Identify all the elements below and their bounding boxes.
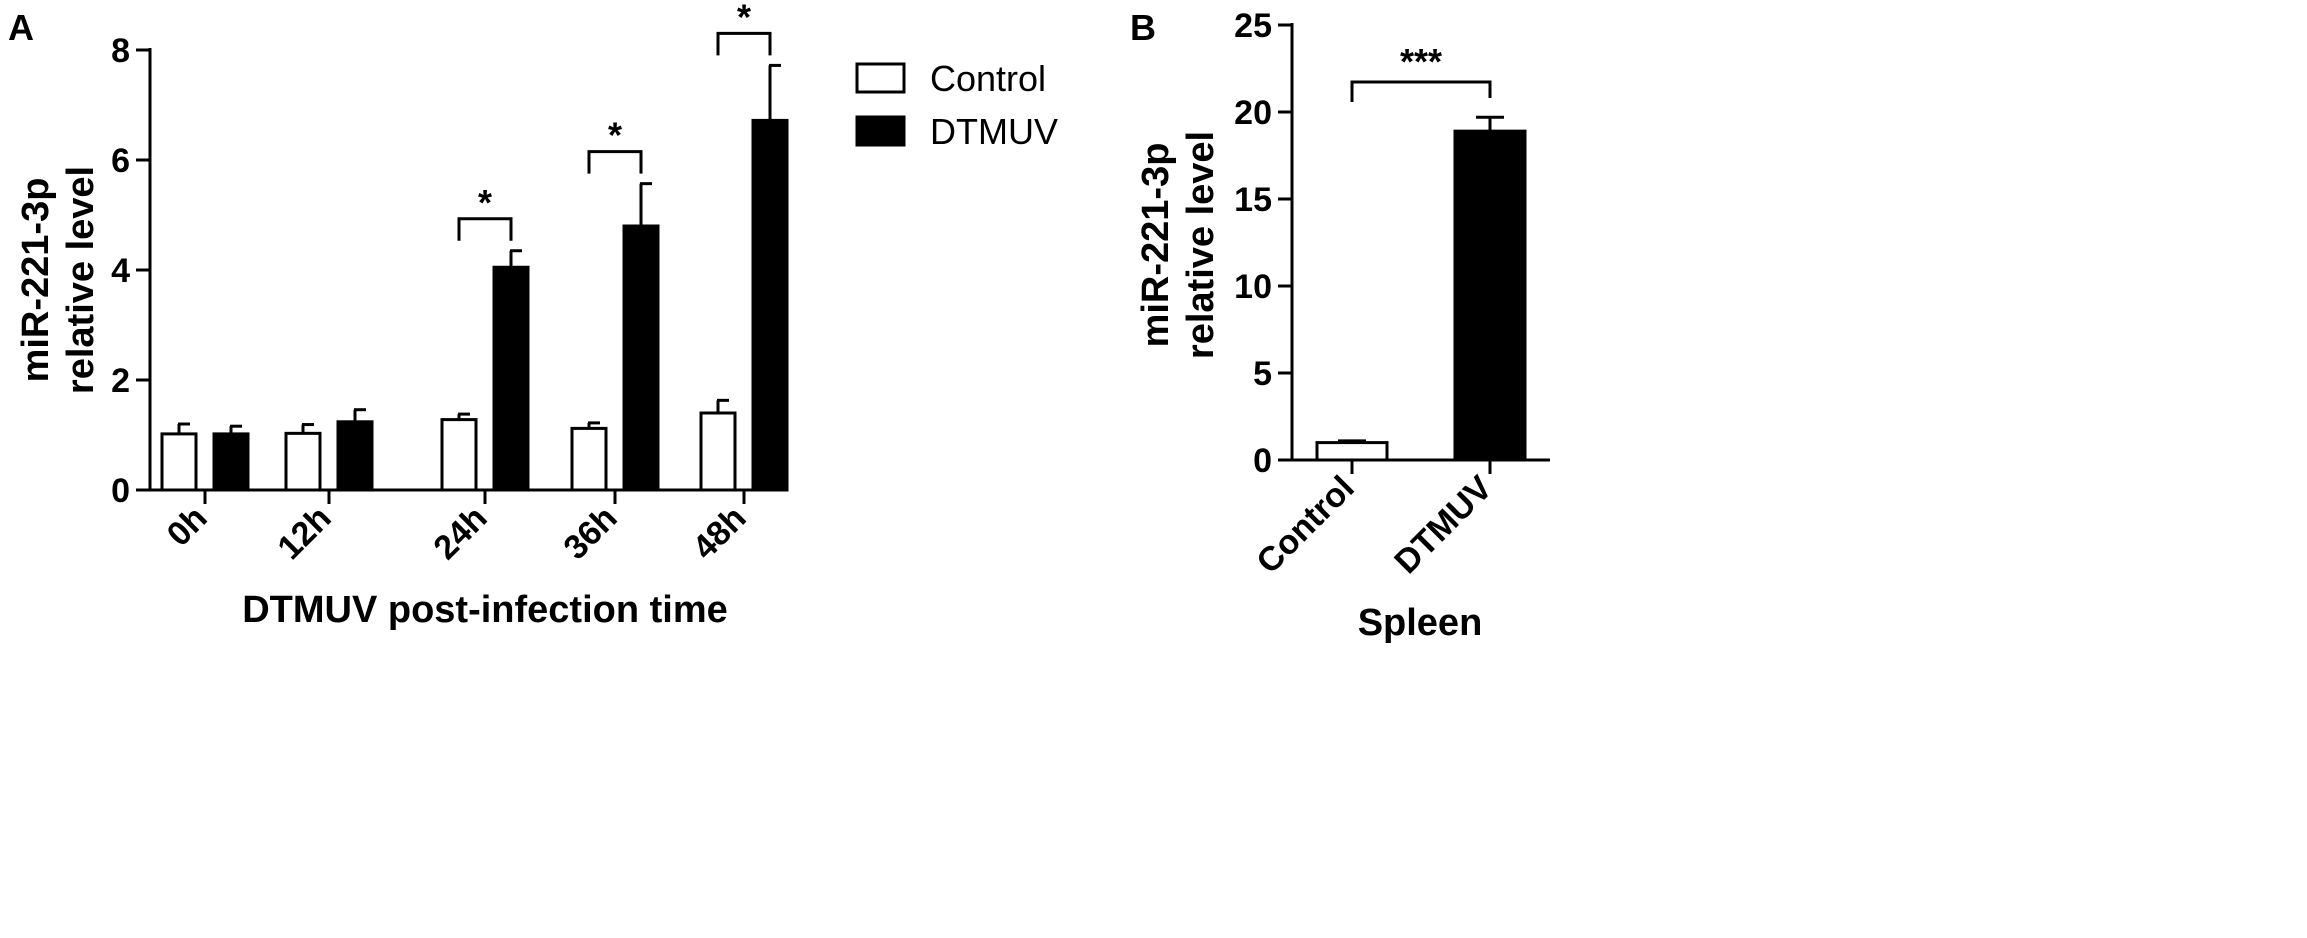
- significance-star: *: [608, 115, 622, 156]
- panel-a-x-axis-ticks: 0h 12h 24h 36h 48h: [160, 490, 754, 567]
- y-tick-label: 0: [1253, 442, 1272, 480]
- panel-a-ylabel-line2: relative level: [60, 166, 102, 394]
- bar-control-48h: [699, 411, 737, 492]
- panel-b-bars: [1315, 115, 1527, 462]
- x-tick-label: 36h: [556, 499, 624, 567]
- x-tick-label: 24h: [426, 499, 494, 567]
- y-tick-label: 8: [111, 32, 130, 70]
- y-tick-label: 2: [111, 362, 130, 400]
- legend-swatch-dtmuv: [855, 115, 906, 147]
- y-tick-label: 6: [111, 142, 130, 180]
- bar-dtmuv-12h: [336, 420, 374, 492]
- x-tick-label: 0h: [160, 499, 215, 554]
- x-tick-label: DTMUV: [1387, 469, 1500, 582]
- y-tick-label: 20: [1234, 94, 1272, 132]
- x-tick-label: 12h: [270, 499, 338, 567]
- bar-dtmuv-0h: [212, 432, 250, 492]
- bar-control: [1315, 441, 1389, 462]
- significance-bracket: [1350, 80, 1492, 102]
- bar-control-12h: [284, 431, 322, 492]
- panel-a: A miR-221-3p relative level 0 2 4 6 8 * * * 0h…: [8, 0, 1058, 631]
- y-tick-label: 0: [111, 472, 130, 510]
- significance-bracket: [716, 31, 772, 56]
- panel-a-ylabel-line1: miR-221-3p: [15, 178, 57, 383]
- panel-b-y-axis-ticks: 0 5 10 15 20 25: [1234, 7, 1292, 480]
- panel-a-bars: [160, 63, 789, 492]
- panel-b-ylabel-line2: relative level: [1180, 131, 1222, 359]
- y-tick-label: 4: [111, 252, 130, 290]
- bar-control-0h: [160, 432, 198, 492]
- y-tick-label: 5: [1253, 355, 1272, 393]
- bar-dtmuv-36h: [622, 224, 660, 492]
- significance-stars: ***: [1400, 41, 1442, 82]
- panel-a-y-axis-ticks: 0 2 4 6 8: [111, 32, 150, 510]
- y-tick-label: 10: [1234, 268, 1272, 306]
- panel-b-xlabel: Spleen: [1358, 602, 1483, 644]
- panel-b-x-axis-ticks: Control DTMUV: [1249, 460, 1500, 581]
- panel-a-xlabel: DTMUV post-infection time: [242, 589, 728, 631]
- bar-dtmuv-24h: [492, 265, 530, 492]
- significance-star: *: [737, 0, 751, 37]
- y-tick-label: 25: [1234, 7, 1272, 45]
- x-tick-label: 48h: [685, 499, 753, 567]
- bar-dtmuv: [1453, 129, 1527, 462]
- x-tick-label: Control: [1249, 469, 1361, 581]
- legend: Control DTMUV: [855, 58, 1058, 152]
- legend-swatch-control: [855, 62, 906, 94]
- panel-a-significance: * * *: [457, 0, 772, 241]
- panel-b-ylabel-line1: miR-221-3p: [1135, 143, 1177, 348]
- bar-control-24h: [440, 418, 478, 492]
- significance-star: *: [478, 182, 492, 223]
- legend-label-control: Control: [930, 58, 1046, 99]
- panel-b-label: B: [1130, 7, 1156, 48]
- significance-bracket: [457, 217, 513, 241]
- panel-b-significance: ***: [1350, 41, 1492, 102]
- panel-b: B miR-221-3p relative level 0 5 10 15 20 25 *…: [1130, 7, 1550, 644]
- bar-dtmuv-48h: [751, 118, 789, 492]
- legend-label-dtmuv: DTMUV: [930, 111, 1058, 152]
- panel-a-label: A: [8, 7, 34, 48]
- y-tick-label: 15: [1234, 181, 1272, 219]
- bar-control-36h: [570, 426, 608, 492]
- significance-bracket: [587, 150, 643, 174]
